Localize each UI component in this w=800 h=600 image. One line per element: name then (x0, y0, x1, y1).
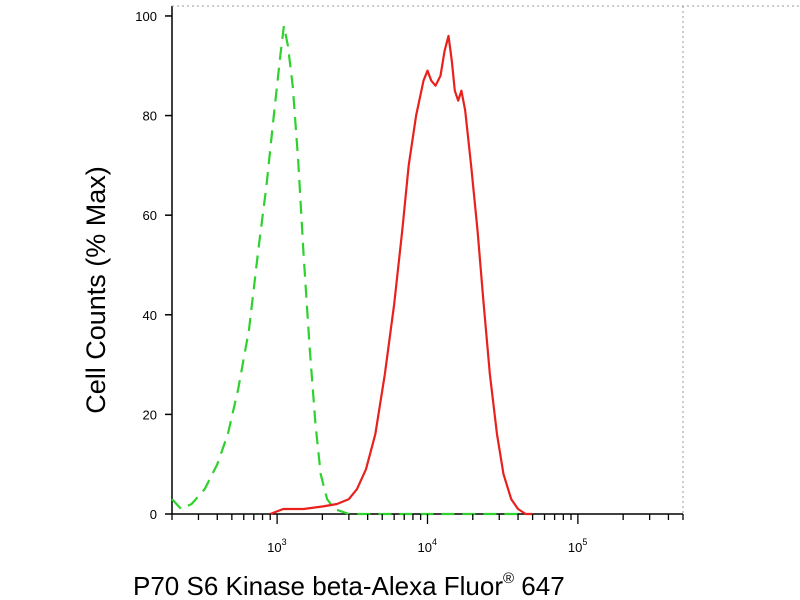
x-tick-label: 103 (267, 537, 286, 555)
ticks-layer (165, 15, 684, 524)
registered-mark: ® (503, 570, 514, 587)
x-tick-label: 105 (568, 537, 587, 555)
y-tick-label: 40 (143, 308, 157, 323)
y-tick-label: 60 (143, 208, 157, 223)
x-axis-title: P70 S6 Kinase beta-Alexa Fluor® 647 (133, 570, 565, 600)
plot-frame (171, 5, 800, 515)
x-tick-label: 104 (418, 537, 437, 555)
series-line-2 (269, 34, 533, 516)
x-axis-title-suffix: 647 (514, 571, 565, 600)
tick-labels-layer: 0 20 40 60 80 100 103 104 105 (135, 9, 587, 555)
y-tick-label: 80 (143, 109, 157, 124)
x-axis-title-main: P70 S6 Kinase beta-Alexa Fluor (133, 571, 503, 600)
y-axis-title: Cell Counts (% Max) (81, 166, 111, 414)
series-line-1 (171, 24, 526, 516)
y-tick-label: 100 (135, 9, 157, 24)
series-layer (171, 24, 533, 516)
y-tick-label: 0 (150, 507, 157, 522)
y-tick-label: 20 (143, 407, 157, 422)
